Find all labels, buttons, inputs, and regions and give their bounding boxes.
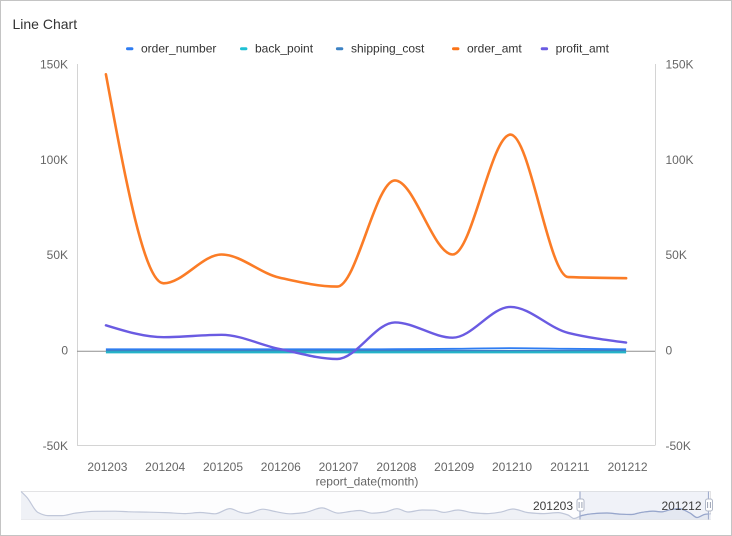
svg-text:Line Chart: Line Chart xyxy=(13,16,78,32)
svg-text:201206: 201206 xyxy=(261,460,301,474)
svg-text:150K: 150K xyxy=(666,58,694,72)
svg-text:100K: 100K xyxy=(40,153,68,167)
svg-text:0: 0 xyxy=(61,344,68,358)
svg-text:50K: 50K xyxy=(666,248,687,262)
svg-text:201203: 201203 xyxy=(87,460,127,474)
svg-text:-50K: -50K xyxy=(666,439,691,453)
svg-text:profit_amt: profit_amt xyxy=(556,42,610,56)
svg-text:201207: 201207 xyxy=(319,460,359,474)
svg-text:201205: 201205 xyxy=(203,460,243,474)
svg-text:201210: 201210 xyxy=(492,460,532,474)
svg-text:201203: 201203 xyxy=(533,499,573,513)
svg-text:back_point: back_point xyxy=(255,42,314,56)
svg-text:150K: 150K xyxy=(40,58,68,72)
svg-text:order_number: order_number xyxy=(141,42,216,56)
svg-text:0: 0 xyxy=(666,344,673,358)
svg-text:201212: 201212 xyxy=(608,460,648,474)
svg-text:201212: 201212 xyxy=(661,499,701,513)
svg-text:shipping_cost: shipping_cost xyxy=(351,42,425,56)
svg-text:201208: 201208 xyxy=(376,460,416,474)
svg-text:201204: 201204 xyxy=(145,460,185,474)
svg-text:201209: 201209 xyxy=(434,460,474,474)
svg-text:50K: 50K xyxy=(47,248,68,262)
svg-text:100K: 100K xyxy=(666,153,694,167)
svg-text:order_amt: order_amt xyxy=(467,42,522,56)
svg-text:-50K: -50K xyxy=(43,439,68,453)
svg-text:201211: 201211 xyxy=(550,460,589,474)
svg-text:report_date(month): report_date(month) xyxy=(316,474,419,488)
